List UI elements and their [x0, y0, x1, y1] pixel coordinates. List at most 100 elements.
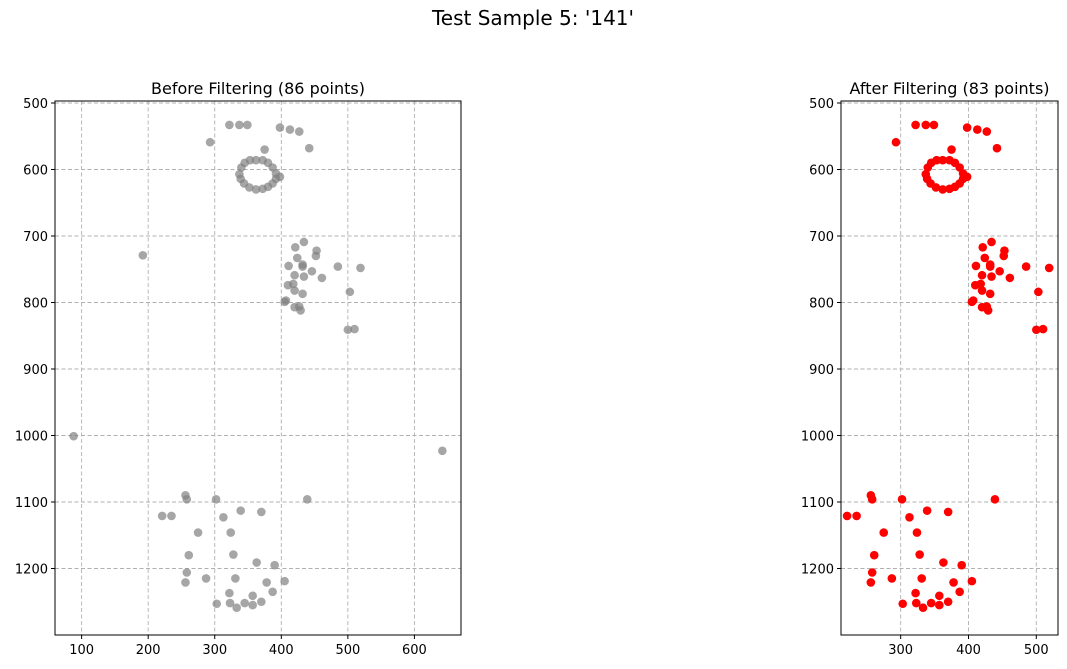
data-point [268, 587, 277, 597]
y-tick-label: 1100 [801, 496, 834, 511]
data-point [245, 155, 255, 165]
data-point [887, 574, 897, 583]
data-point [251, 185, 261, 194]
data-point [275, 172, 285, 182]
x-tick-label: 300 [888, 643, 913, 658]
data-point [898, 599, 908, 609]
data-point [69, 431, 78, 441]
data-point [211, 495, 221, 504]
data-point [891, 137, 901, 147]
data-point [275, 123, 285, 132]
data-point [982, 127, 992, 136]
data-point [918, 603, 928, 613]
data-point [252, 558, 261, 567]
axes-frame [54, 100, 462, 636]
data-point [967, 576, 977, 586]
y-tick-label: 600 [23, 163, 48, 178]
data-point [1032, 325, 1041, 335]
data-point [938, 185, 948, 194]
data-point [193, 528, 203, 537]
data-point [248, 591, 257, 601]
data-point [157, 511, 167, 521]
data-point [987, 237, 996, 247]
data-point [299, 272, 309, 281]
data-point [225, 588, 234, 598]
data-point [236, 506, 245, 515]
x-tick-label: 100 [69, 643, 94, 658]
data-point [992, 143, 1002, 153]
data-point [990, 495, 1000, 504]
data-point [867, 568, 877, 577]
data-point [345, 287, 355, 297]
x-tick-label: 300 [202, 643, 227, 658]
y-tick-label: 500 [809, 97, 834, 112]
data-point [866, 578, 876, 587]
data-point [977, 270, 987, 280]
y-tick-label: 1000 [15, 429, 48, 444]
data-point [229, 550, 238, 559]
data-point [957, 560, 967, 570]
data-point [167, 511, 176, 521]
data-point [980, 253, 990, 263]
data-point [947, 145, 956, 154]
data-point [955, 587, 964, 597]
y-tick-label: 1200 [801, 562, 834, 577]
data-point [970, 280, 980, 290]
data-point [294, 127, 304, 136]
data-point [879, 528, 889, 537]
data-point [929, 120, 939, 130]
data-point [212, 599, 222, 609]
data-point [292, 253, 302, 263]
panel-before-filtering: 100 200 300 400 500 600 500 600 700 800 900 1000 110… [15, 79, 462, 658]
data-point [356, 263, 365, 273]
data-point [280, 576, 289, 586]
data-point [302, 495, 312, 504]
data-point [343, 325, 353, 335]
data-point [296, 306, 305, 315]
data-point [248, 600, 257, 610]
data-point [1034, 287, 1043, 297]
data-point [943, 597, 953, 607]
data-point [235, 120, 244, 130]
data-point [285, 125, 295, 134]
data-point [257, 597, 266, 607]
y-tick-label: 700 [23, 230, 48, 245]
x-tick-label: 200 [136, 643, 161, 658]
data-point [983, 306, 993, 315]
data-point [257, 507, 266, 517]
data-point [938, 155, 948, 165]
data-point [299, 237, 309, 247]
data-point [962, 172, 972, 182]
axes-title: Before Filtering (86 points) [151, 79, 365, 98]
data-point [922, 174, 932, 184]
data-point [182, 568, 192, 577]
y-tick-label: 1100 [15, 496, 48, 511]
data-point [921, 120, 931, 130]
data-point [262, 578, 271, 587]
data-point [935, 591, 944, 601]
y-tick-label: 800 [809, 296, 834, 311]
data-point [967, 297, 977, 307]
data-point [298, 262, 307, 271]
data-point [962, 123, 972, 132]
data-point [995, 266, 1004, 276]
data-point [897, 495, 907, 504]
data-point [182, 495, 192, 504]
data-point [138, 250, 148, 260]
data-point [852, 511, 861, 521]
data-point [280, 297, 289, 307]
data-point [943, 507, 953, 517]
x-tick-label: 500 [1024, 643, 1049, 658]
y-tick-label: 1000 [801, 429, 834, 444]
data-point [333, 262, 343, 271]
data-point [317, 273, 327, 283]
data-point [225, 598, 235, 608]
y-tick-label: 800 [23, 296, 48, 311]
data-point [915, 550, 924, 559]
data-point [973, 125, 982, 134]
data-point [311, 251, 321, 261]
data-point [926, 598, 936, 608]
data-point [978, 243, 988, 252]
data-point [298, 289, 307, 299]
